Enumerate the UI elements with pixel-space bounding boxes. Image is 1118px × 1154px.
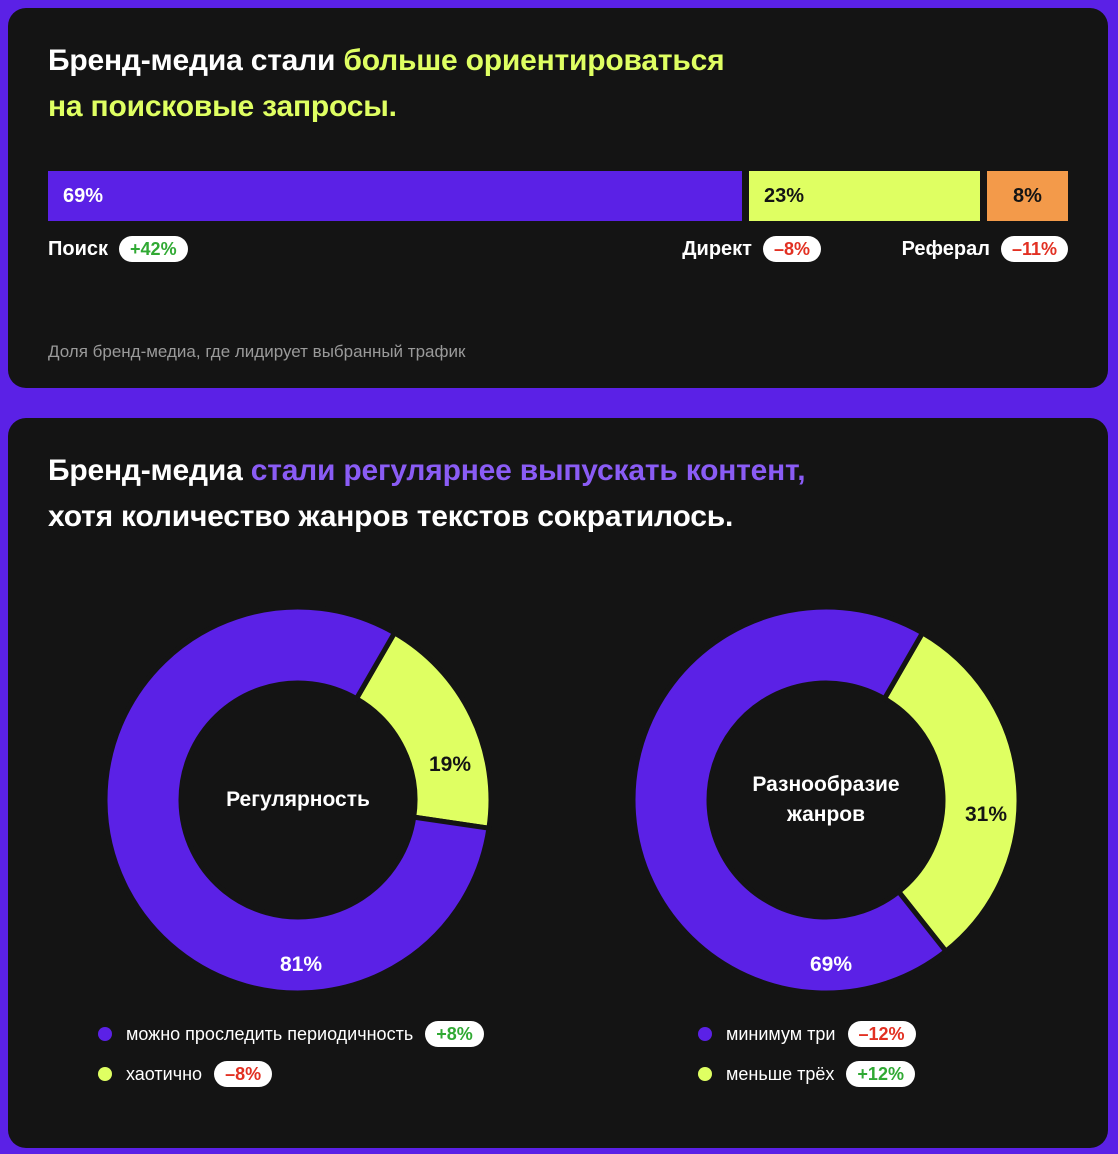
legend-dot <box>98 1027 112 1041</box>
legend-dot <box>98 1067 112 1081</box>
traffic-stacked-bar: 69% 23% 8% <box>48 171 1068 221</box>
donut-value-label: 31% <box>965 803 1007 826</box>
traffic-card: Бренд-медиа стали больше ориентироваться… <box>8 8 1108 388</box>
change-badge: +8% <box>425 1021 484 1047</box>
genres-donut-chart: 69% 31% Разнообразие жанров <box>626 600 1026 1000</box>
change-badge: +42% <box>119 236 188 262</box>
genres-legend: минимум три –12% меньше трёх +12% <box>698 1020 916 1100</box>
bar-segment-direct: 23% <box>749 171 980 221</box>
legend-label: минимум три <box>726 1023 836 1044</box>
change-badge: –11% <box>1000 236 1068 262</box>
change-badge: –8% <box>762 236 821 262</box>
legend-item: меньше трёх +12% <box>698 1060 916 1088</box>
legend-item: минимум три –12% <box>698 1020 916 1048</box>
genres-donut-svg: 69% 31% <box>630 604 1022 996</box>
legend-item: хаотично –8% <box>98 1060 484 1088</box>
headline-highlight: стали регулярнее выпускать контент, <box>250 454 806 487</box>
legend-label: хаотично <box>126 1063 203 1084</box>
legend-dot <box>698 1067 712 1081</box>
bar-segment-search: 69% <box>48 171 742 221</box>
donut-center-label: Регулярность <box>226 788 370 811</box>
legend-label: меньше трёх <box>726 1063 835 1084</box>
change-badge: –12% <box>847 1021 916 1047</box>
legend-dot <box>698 1027 712 1041</box>
donut-center-label: Разнообразие жанров <box>626 770 1026 830</box>
headline-highlight: больше ориентироваться <box>343 44 725 77</box>
category-direct: Директ –8% <box>682 236 821 262</box>
category-name: Директ <box>682 237 752 260</box>
legend-item: можно проследить периодичность +8% <box>98 1020 484 1048</box>
traffic-footnote: Доля бренд-медиа, где лидирует выбранный… <box>48 342 466 361</box>
donut-slice <box>630 604 950 996</box>
category-name: Реферал <box>901 237 990 260</box>
content-headline: Бренд-медиа стали регулярнее выпускать к… <box>48 448 806 540</box>
headline-highlight-line2: на поисковые запросы. <box>48 90 397 123</box>
legend-label: можно проследить периодичность <box>126 1023 414 1044</box>
category-name: Поиск <box>48 237 109 260</box>
bar-segment-referral: 8% <box>987 171 1068 221</box>
donut-value-label: 81% <box>280 953 322 976</box>
change-badge: +12% <box>846 1061 915 1087</box>
traffic-category-labels: Поиск +42% Директ –8% Реферал –11% <box>48 236 1068 266</box>
bar-value-search: 69% <box>63 184 104 207</box>
headline-text: Бренд-медиа <box>48 454 251 487</box>
category-search: Поиск +42% <box>48 236 188 262</box>
traffic-headline: Бренд-медиа стали больше ориентироваться… <box>48 38 725 130</box>
regularity-donut-chart: 81% 19% Регулярность <box>98 600 498 1000</box>
donut-slice <box>102 604 492 996</box>
bar-value-referral: 8% <box>1013 184 1042 207</box>
donut-value-label: 19% <box>429 753 471 776</box>
donut-slice <box>881 629 1022 955</box>
headline-text-line2: хотя количество жанров текстов сократило… <box>48 500 734 533</box>
bar-value-direct: 23% <box>764 184 805 207</box>
center-label-line2: жанров <box>786 803 866 826</box>
regularity-legend: можно проследить периодичность +8% хаоти… <box>98 1020 484 1100</box>
center-label-line1: Разнообразие <box>752 773 900 796</box>
change-badge: –8% <box>214 1061 273 1087</box>
donut-value-label: 69% <box>810 953 852 976</box>
category-referral: Реферал –11% <box>902 236 1068 262</box>
regularity-donut-svg: 81% 19% <box>102 604 494 996</box>
content-card: Бренд-медиа стали регулярнее выпускать к… <box>8 418 1108 1148</box>
headline-text: Бренд-медиа стали <box>48 44 344 77</box>
